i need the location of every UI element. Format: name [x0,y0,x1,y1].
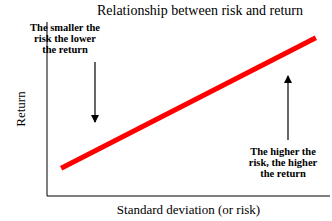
risk-return-line [61,38,316,169]
annotation-text: The smaller the [30,22,100,33]
x-axis [47,196,330,197]
x-axis-label: Standard deviation (or risk) [117,202,260,217]
annotation-text: risk the lower [34,33,96,44]
annotation-text: risk, the higher [249,157,318,168]
annotation-arrow [94,62,95,122]
annotation-text: The higher the [250,146,316,157]
plot-area [61,38,316,169]
annotation-text: the return [260,168,306,179]
annotation-arrow [287,76,288,140]
chart-title: Relationship between risk and return [97,3,303,18]
chart-container: Relationship between risk and return Retu… [0,0,332,221]
annotation-text: the return [42,44,88,55]
y-axis-label: Return [13,91,28,127]
chart-svg: Relationship between risk and return Retu… [0,0,332,221]
